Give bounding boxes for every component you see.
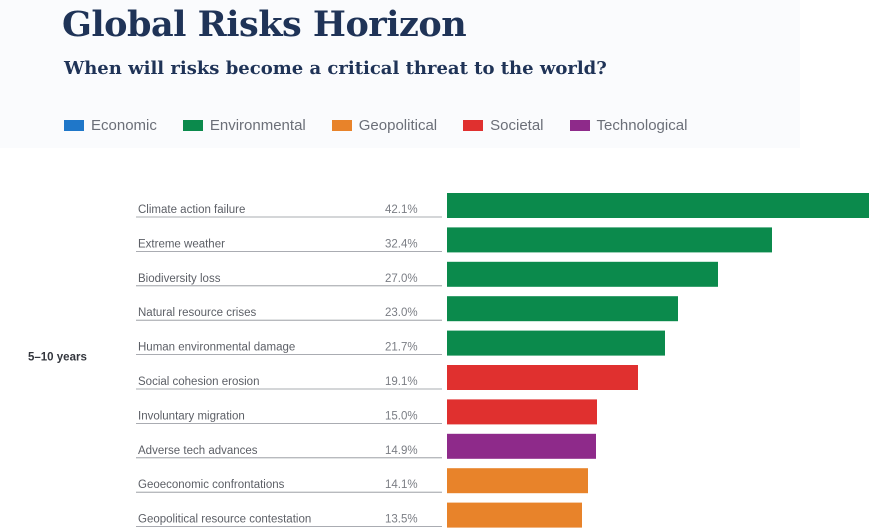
- bar-9: [447, 468, 588, 494]
- legend-swatch-economic: [64, 119, 84, 131]
- legend-label-technological: Technological: [596, 116, 688, 134]
- legend-item-economic: Economic: [64, 117, 157, 134]
- legend-item-environmental: Environmental: [182, 116, 306, 134]
- value-label: 15.0%: [385, 410, 418, 422]
- value-label: 13.5%: [385, 514, 418, 526]
- category-label: Involuntary migration: [138, 410, 245, 422]
- legend-swatch-geopolitical: [331, 119, 352, 131]
- category-label: Social cohesion erosion: [138, 376, 259, 388]
- chart-title: Global Risks Horizon: [62, 4, 467, 45]
- bar-8: [447, 433, 596, 459]
- bar-6: [447, 365, 638, 390]
- category-label: Geoeconomic confrontations: [138, 479, 285, 491]
- header-panel: Global Risks Horizon When will risks bec…: [0, 0, 800, 148]
- bar-2: [447, 227, 772, 253]
- category-label: Adverse tech advances: [138, 445, 258, 457]
- legend-item-societal: Societal: [463, 116, 544, 134]
- bar-3: [447, 261, 718, 287]
- bar-5: [447, 330, 665, 356]
- legend-label-societal: Societal: [490, 116, 544, 134]
- value-label: 14.9%: [385, 445, 418, 457]
- value-label: 23.0%: [385, 307, 418, 319]
- chart-subtitle: When will risks become a critical threat…: [64, 58, 607, 79]
- legend-item-geopolitical: Geopolitical: [331, 116, 438, 134]
- value-label: 27.0%: [385, 273, 418, 285]
- value-label: 32.4%: [385, 238, 418, 250]
- legend-swatch-societal: [463, 119, 484, 131]
- value-label: 21.7%: [385, 342, 418, 354]
- legend-swatch-technological: [569, 119, 590, 131]
- legend-label-environmental: Environmental: [209, 116, 306, 134]
- category-label: Geopolitical resource contestation: [138, 514, 311, 526]
- legend-label-geopolitical: Geopolitical: [358, 116, 438, 134]
- group-label: 5–10 years: [28, 351, 87, 363]
- category-label: Biodiversity loss: [138, 273, 221, 285]
- legend-swatch-environmental: [182, 119, 203, 131]
- legend: Economic Environmental Geopolitical Soci…: [64, 115, 713, 135]
- value-label: 42.1%: [385, 204, 418, 216]
- category-label: Natural resource crises: [138, 307, 256, 319]
- bar-10: [447, 502, 582, 528]
- category-label: Human environmental damage: [138, 342, 295, 354]
- legend-label-economic: Economic: [91, 116, 157, 134]
- bar-4: [447, 296, 678, 322]
- legend-item-technological: Technological: [569, 116, 688, 134]
- category-label: Extreme weather: [138, 238, 225, 250]
- bar-7: [447, 399, 597, 425]
- value-label: 19.1%: [385, 376, 418, 388]
- bar-1: [447, 193, 869, 218]
- category-label: Climate action failure: [138, 204, 245, 216]
- value-label: 14.1%: [385, 479, 418, 491]
